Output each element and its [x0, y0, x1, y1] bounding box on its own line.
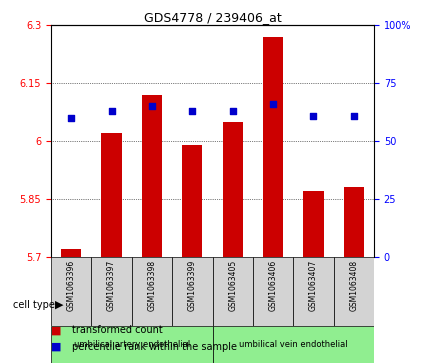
Text: GSM1063406: GSM1063406 — [269, 260, 278, 311]
FancyBboxPatch shape — [91, 257, 132, 326]
Title: GDS4778 / 239406_at: GDS4778 / 239406_at — [144, 11, 281, 24]
Text: umbilical vein endothelial: umbilical vein endothelial — [239, 340, 348, 349]
Point — [310, 113, 317, 118]
Text: cell type: cell type — [13, 300, 55, 310]
FancyBboxPatch shape — [334, 257, 374, 326]
Bar — [102, 133, 122, 257]
FancyBboxPatch shape — [293, 257, 334, 326]
Bar — [61, 249, 81, 257]
Text: ■: ■ — [51, 325, 62, 335]
Bar — [344, 187, 364, 257]
FancyBboxPatch shape — [212, 257, 253, 326]
Point — [68, 115, 75, 121]
Text: ▶: ▶ — [55, 300, 64, 310]
FancyBboxPatch shape — [132, 257, 172, 326]
FancyBboxPatch shape — [172, 257, 212, 326]
Bar — [223, 122, 243, 257]
FancyBboxPatch shape — [51, 257, 91, 326]
Text: GSM1063397: GSM1063397 — [107, 260, 116, 311]
Point — [269, 101, 276, 107]
FancyBboxPatch shape — [253, 257, 293, 326]
Text: transformed count: transformed count — [72, 325, 163, 335]
Bar — [142, 95, 162, 257]
Text: percentile rank within the sample: percentile rank within the sample — [72, 342, 237, 352]
Bar — [263, 37, 283, 257]
Text: GSM1063399: GSM1063399 — [188, 260, 197, 311]
Text: GSM1063407: GSM1063407 — [309, 260, 318, 311]
Text: umbilical artery endothelial: umbilical artery endothelial — [74, 340, 190, 349]
Text: ■: ■ — [51, 342, 62, 352]
Bar — [303, 191, 323, 257]
Point — [108, 108, 115, 114]
Bar — [182, 145, 202, 257]
Point — [230, 108, 236, 114]
Text: GSM1063408: GSM1063408 — [349, 260, 358, 311]
Point — [149, 103, 156, 109]
Text: GSM1063405: GSM1063405 — [228, 260, 237, 311]
FancyBboxPatch shape — [212, 326, 374, 363]
Text: GSM1063396: GSM1063396 — [67, 260, 76, 311]
Point — [189, 108, 196, 114]
Text: GSM1063398: GSM1063398 — [147, 260, 156, 311]
FancyBboxPatch shape — [51, 326, 212, 363]
Point — [350, 113, 357, 118]
